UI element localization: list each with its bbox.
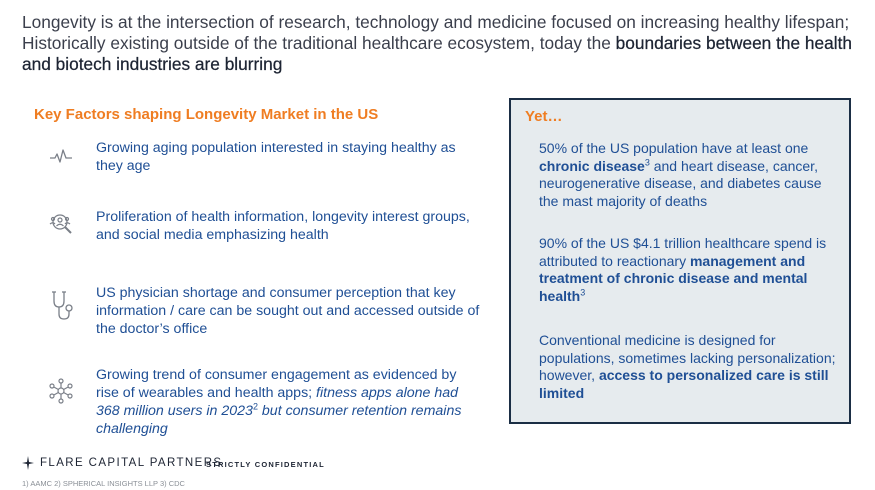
flare-star-icon: [22, 456, 34, 470]
factor-text: Proliferation of health information, lon…: [96, 209, 470, 243]
headline: Longevity is at the intersection of rese…: [22, 12, 867, 75]
stethoscope-icon: [44, 284, 84, 324]
factor-text-plain: Growing trend of consumer engagement as …: [96, 367, 457, 401]
footnote-ref: 3: [644, 156, 650, 167]
factor-text-italic: but consumer retention remains challengi…: [96, 403, 462, 437]
yet-paragraph: Conventional medicine is designed for po…: [539, 332, 836, 401]
emphasis: chronic disease: [539, 157, 645, 174]
footnote-ref: 3: [580, 287, 586, 298]
company-logo: FLARE CAPITAL PARTNERS: [22, 456, 222, 470]
factor-text: Growing trend of consumer engagement as …: [96, 366, 481, 438]
sources-footnote: 1) AAMC 2) SPHERICAL INSIGHTS LLP 3) CDC: [22, 479, 185, 488]
key-factors-title: Key Factors shaping Longevity Market in …: [34, 106, 379, 123]
factor-text: Growing aging population interested in s…: [96, 140, 456, 174]
yet-callout-box: Yet… 50% of the US population have at le…: [509, 98, 851, 424]
yet-title: Yet…: [525, 108, 563, 125]
headline-emphasis: boundaries between the health and biotec…: [22, 33, 853, 74]
yet-paragraph: 90% of the US $4.1 trillion healthcare s…: [539, 235, 827, 304]
network-icon: [44, 366, 84, 406]
factor-text: US physician shortage and consumer perce…: [96, 285, 480, 337]
logo-text: FLARE CAPITAL PARTNERS: [40, 457, 223, 469]
factor-text-italic: fitness apps alone had 368 million users…: [96, 385, 459, 419]
pulse-icon: [44, 139, 84, 179]
confidential-label: STRICTLY CONFIDENTIAL: [206, 460, 325, 469]
group-search-icon: [44, 208, 84, 248]
footnote-ref: 2: [252, 401, 258, 412]
emphasis: management and treatment of chronic dise…: [539, 252, 808, 304]
yet-paragraph: 50% of the US population have at least o…: [539, 140, 822, 209]
emphasis: access to personalized care is still lim…: [539, 367, 829, 401]
headline-text: Longevity is at the intersection of rese…: [22, 12, 850, 53]
